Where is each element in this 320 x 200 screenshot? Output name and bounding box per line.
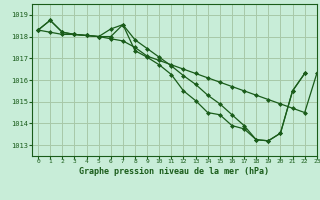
X-axis label: Graphe pression niveau de la mer (hPa): Graphe pression niveau de la mer (hPa) [79,167,269,176]
